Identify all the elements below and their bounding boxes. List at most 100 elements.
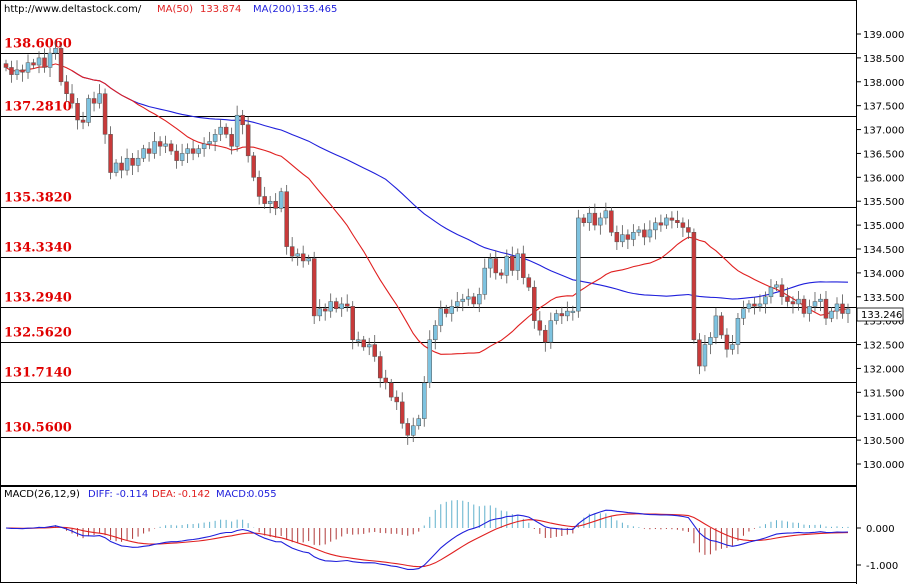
macd-axis-ticks: 0.000 -1.000 (856, 524, 898, 572)
candle-up (603, 210, 609, 219)
candle-up (631, 232, 636, 240)
price-tick-label: 134.000 (863, 269, 904, 280)
price-tick-label: 133.000 (863, 317, 904, 328)
candle-down (251, 155, 256, 178)
candle-down (510, 255, 515, 271)
candle-up (570, 310, 576, 313)
candle-down (658, 222, 664, 226)
price-tick-label: 134.500 (863, 245, 904, 256)
candle-up (36, 57, 42, 66)
macd-tick-label: 0.000 (866, 524, 895, 535)
candle-down (719, 315, 724, 336)
price-tick-label: 137.500 (863, 102, 904, 113)
candle-down (102, 93, 108, 135)
candle-up (488, 258, 493, 269)
ma50-label: MA(50) (157, 4, 193, 15)
candle-up (234, 114, 240, 147)
price-panel-frame (0, 0, 857, 486)
candle-up (477, 294, 482, 305)
candle-down (686, 227, 691, 233)
candle-up (664, 217, 669, 226)
ma50-value: 133.874 (200, 4, 241, 15)
ma50-line-group (5, 63, 849, 355)
candle-down (394, 396, 399, 403)
candle-up (207, 141, 212, 145)
candle-down (91, 98, 97, 104)
candle-down (245, 124, 251, 157)
candle-up (455, 301, 460, 307)
price-tick-label: 132.000 (863, 364, 904, 375)
macd-dea-label: DEA: (152, 489, 176, 500)
candle-up (25, 62, 31, 73)
ma200-value: 135.465 (296, 4, 337, 15)
candle-down (262, 196, 267, 204)
candle-down (300, 253, 306, 262)
candle-down (614, 232, 620, 243)
candle-down (840, 303, 845, 314)
candle-up (135, 157, 141, 166)
candle-down (108, 134, 113, 173)
macd-series (5, 500, 849, 570)
macd-title: MACD(26,12,9) (4, 489, 80, 500)
candle-up (339, 303, 344, 309)
candle-down (642, 229, 647, 238)
candle-up (427, 339, 433, 384)
ma200-line-group (71, 70, 849, 300)
candle-down (592, 212, 598, 226)
candle-down (3, 63, 9, 68)
candle-up (653, 222, 658, 231)
candle-up (124, 157, 130, 171)
candle-down (80, 119, 86, 123)
candle-down (273, 200, 278, 209)
candle-up (548, 320, 554, 343)
level-label: 134.3340 (4, 241, 72, 256)
candle-down (779, 284, 785, 298)
candle-down (240, 114, 245, 126)
candle-up (768, 286, 774, 298)
candle-up (812, 301, 818, 307)
price-tick-label: 139.000 (863, 30, 904, 41)
candle-up (620, 234, 625, 243)
candle-down (680, 222, 686, 228)
candle-down (532, 286, 537, 321)
macd-tick-label: -1.000 (866, 561, 898, 572)
macd-diff-value: -0.114 (116, 489, 148, 500)
candle-up (576, 217, 581, 312)
candle-down (256, 177, 262, 197)
candle-up (355, 339, 361, 342)
candle-down (9, 67, 14, 75)
candle-up (741, 308, 746, 319)
candle-up (587, 212, 592, 223)
candle-down (190, 148, 196, 154)
candle-up (647, 229, 653, 238)
price-tick-label: 133.500 (863, 293, 904, 304)
level-label: 131.7140 (4, 366, 72, 381)
candle-up (410, 425, 416, 436)
candle-up (818, 298, 823, 302)
candle-down (75, 103, 80, 121)
candle-up (713, 315, 719, 338)
candle-down (399, 401, 405, 424)
candle-up (317, 308, 322, 317)
candle-down (383, 377, 388, 384)
candle-down (130, 157, 135, 166)
candle-up (179, 153, 185, 161)
ma200-label: MA(200) (253, 4, 295, 15)
candle-down (168, 143, 174, 152)
ma200-line (71, 70, 849, 300)
candle-up (113, 162, 119, 173)
candle-up (763, 296, 768, 305)
price-tick-label: 138.000 (863, 78, 904, 89)
candle-up (328, 301, 333, 312)
macd-diff-line (5, 509, 849, 570)
candle-down (537, 320, 543, 331)
candle-down (724, 334, 730, 350)
macd-dea-line (5, 513, 849, 568)
current-price-label: 133.246 (861, 310, 902, 321)
candle-down (669, 217, 675, 221)
current-price-box (856, 307, 904, 322)
candle-up (554, 313, 559, 321)
macd-panel-frame (0, 486, 857, 583)
source-url: http://www.deltastock.com/ (4, 4, 142, 15)
